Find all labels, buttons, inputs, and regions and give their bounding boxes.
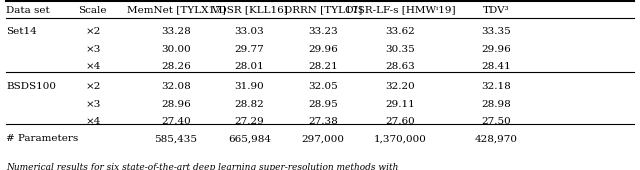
Text: MemNet [TYLX17]: MemNet [TYLX17] [127,6,225,15]
Text: 27.60: 27.60 [385,117,415,126]
Text: 32.08: 32.08 [161,82,191,91]
Text: 28.26: 28.26 [161,62,191,71]
Text: 28.82: 28.82 [235,100,264,109]
Text: DRRN [TYL17]: DRRN [TYL17] [284,6,362,15]
Text: 33.23: 33.23 [308,27,338,36]
Text: ×2: ×2 [85,27,100,36]
Text: 33.03: 33.03 [235,27,264,36]
Text: 32.20: 32.20 [385,82,415,91]
Text: 27.29: 27.29 [235,117,264,126]
Text: 28.95: 28.95 [308,100,338,109]
Text: Data set: Data set [6,6,50,15]
Text: 33.35: 33.35 [481,27,511,36]
Text: # Parameters: # Parameters [6,134,79,143]
Text: 33.28: 33.28 [161,27,191,36]
Text: 28.96: 28.96 [161,100,191,109]
Text: 29.11: 29.11 [385,100,415,109]
Text: 29.96: 29.96 [481,45,511,54]
Text: Set14: Set14 [6,27,37,36]
Text: 297,000: 297,000 [301,134,345,143]
Text: TDV³: TDV³ [483,6,509,15]
Text: ×2: ×2 [85,82,100,91]
Text: 585,435: 585,435 [154,134,198,143]
Text: 27.38: 27.38 [308,117,338,126]
Text: 31.90: 31.90 [235,82,264,91]
Text: ×3: ×3 [85,100,100,109]
Text: 29.77: 29.77 [235,45,264,54]
Text: 33.62: 33.62 [385,27,415,36]
Text: OISR-LF-s [HMWⁱ19]: OISR-LF-s [HMWⁱ19] [345,6,455,15]
Text: 30.35: 30.35 [385,45,415,54]
Text: BSDS100: BSDS100 [6,82,56,91]
Text: 32.18: 32.18 [481,82,511,91]
Text: 29.96: 29.96 [308,45,338,54]
Text: 1,370,000: 1,370,000 [374,134,426,143]
Text: 28.21: 28.21 [308,62,338,71]
Text: 27.50: 27.50 [481,117,511,126]
Text: ×3: ×3 [85,45,100,54]
Text: ×4: ×4 [85,62,100,71]
Text: 30.00: 30.00 [161,45,191,54]
Text: VDSR [KLL16]: VDSR [KLL16] [211,6,288,15]
Text: 28.01: 28.01 [235,62,264,71]
Text: 28.63: 28.63 [385,62,415,71]
Text: Scale: Scale [79,6,107,15]
Text: 27.40: 27.40 [161,117,191,126]
Text: 428,970: 428,970 [474,134,518,143]
Text: 665,984: 665,984 [228,134,271,143]
Text: Numerical results for six state-of-the-art deep learning super-resolution method: Numerical results for six state-of-the-a… [6,163,399,170]
Text: 28.41: 28.41 [481,62,511,71]
Text: ×4: ×4 [85,117,100,126]
Text: 32.05: 32.05 [308,82,338,91]
Text: 28.98: 28.98 [481,100,511,109]
